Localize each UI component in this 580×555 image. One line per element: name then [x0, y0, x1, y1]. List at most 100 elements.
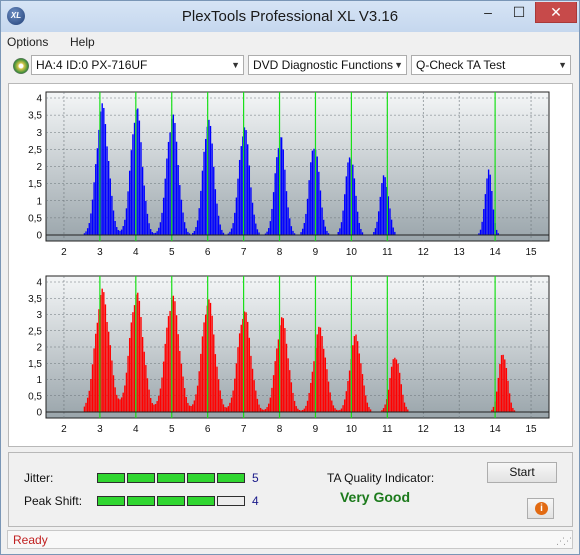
y-tick-label: 4	[36, 278, 42, 289]
data-bar	[117, 398, 120, 412]
data-bar	[138, 300, 141, 412]
data-bar	[150, 397, 152, 412]
data-bar	[247, 144, 249, 235]
close-button[interactable]: ✕	[535, 2, 577, 23]
data-bar	[339, 409, 341, 412]
data-bar	[122, 392, 124, 412]
data-bar	[132, 312, 134, 412]
meter-segment	[157, 496, 185, 506]
data-bar	[356, 211, 359, 235]
data-bar	[237, 347, 239, 412]
test-select[interactable]: Q-Check TA Test ▼	[411, 55, 571, 75]
data-bar	[389, 208, 391, 235]
data-bar	[308, 180, 310, 235]
data-bar	[175, 141, 178, 235]
data-bar	[188, 233, 191, 235]
y-tick-label: 2,5	[28, 145, 42, 156]
data-bar	[389, 378, 391, 412]
maximize-button[interactable]: ☐	[512, 4, 526, 20]
data-bar	[392, 227, 394, 235]
data-bar	[250, 187, 252, 235]
data-bar	[174, 122, 176, 235]
data-bar	[204, 314, 207, 412]
data-bar	[297, 408, 299, 412]
menu-options[interactable]: Options	[7, 35, 49, 49]
data-bar	[125, 208, 128, 235]
data-bar	[98, 129, 100, 235]
data-bar	[253, 214, 255, 235]
data-bar	[148, 223, 150, 235]
info-icon: i	[535, 502, 548, 515]
data-bar	[201, 336, 204, 412]
data-bar	[201, 170, 204, 235]
data-bar	[258, 404, 260, 412]
x-tick-label: 8	[277, 247, 283, 258]
data-bar	[496, 391, 498, 412]
data-bar	[161, 212, 163, 235]
data-bar	[99, 294, 102, 412]
data-bar	[266, 407, 268, 412]
data-bar	[96, 322, 99, 412]
data-bar	[180, 199, 183, 235]
function-select[interactable]: DVD Diagnostic Functions ▼	[248, 55, 407, 75]
data-bar	[277, 148, 280, 235]
x-tick-label: 10	[346, 247, 358, 258]
data-bar	[340, 408, 343, 412]
start-button[interactable]: Start	[487, 462, 557, 483]
drive-select[interactable]: HA:4 ID:0 PX-716UF ▼	[31, 55, 244, 75]
data-bar	[167, 316, 170, 412]
data-bar	[390, 219, 393, 235]
data-bar	[513, 410, 516, 412]
data-bar	[137, 292, 139, 412]
data-bar	[182, 212, 184, 235]
function-select-value: DVD Diagnostic Functions	[253, 58, 394, 72]
data-bar	[106, 146, 108, 235]
data-bar	[327, 233, 330, 235]
minimize-button[interactable]: –	[484, 4, 492, 20]
title-bar[interactable]: XL PlexTools Professional XL V3.16 – ☐ ✕	[1, 1, 579, 32]
data-bar	[195, 227, 197, 235]
data-bar	[232, 223, 234, 235]
data-bar	[154, 404, 157, 412]
data-bar	[492, 406, 495, 412]
data-bar	[245, 312, 247, 412]
data-bar	[342, 210, 344, 235]
data-bar	[190, 405, 192, 412]
resize-grip-icon[interactable]: ⋰⋰	[556, 536, 572, 546]
data-bar	[175, 315, 178, 412]
data-bar	[292, 392, 294, 412]
data-bar	[98, 309, 100, 412]
data-bar	[324, 226, 327, 235]
data-bar	[230, 397, 233, 412]
data-bar	[151, 403, 154, 412]
info-button[interactable]: i	[527, 498, 554, 519]
data-bar	[196, 220, 199, 235]
data-bar	[248, 337, 251, 412]
data-bar	[148, 389, 150, 412]
ta-quality-label: TA Quality Indicator:	[327, 471, 435, 485]
menu-help[interactable]: Help	[70, 35, 95, 49]
data-bar	[398, 372, 401, 412]
data-bar	[256, 229, 259, 235]
data-bar	[103, 107, 105, 235]
data-bar	[101, 288, 103, 412]
x-tick-label: 11	[382, 247, 393, 258]
data-bar	[360, 363, 362, 412]
data-bar	[132, 134, 134, 235]
data-bar	[133, 122, 136, 235]
x-tick-label: 15	[525, 247, 537, 258]
data-bar	[253, 380, 255, 412]
data-bar	[240, 324, 242, 412]
data-bar	[185, 228, 187, 235]
data-bar	[103, 292, 105, 412]
x-tick-label: 4	[133, 247, 139, 258]
data-bar	[251, 368, 254, 412]
data-bar	[374, 228, 377, 235]
data-bar	[143, 351, 145, 412]
data-bar	[137, 108, 139, 235]
data-bar	[104, 304, 107, 412]
data-bar	[140, 317, 142, 412]
data-bar	[183, 388, 186, 412]
data-bar	[96, 148, 99, 235]
x-tick-label: 14	[490, 424, 502, 435]
